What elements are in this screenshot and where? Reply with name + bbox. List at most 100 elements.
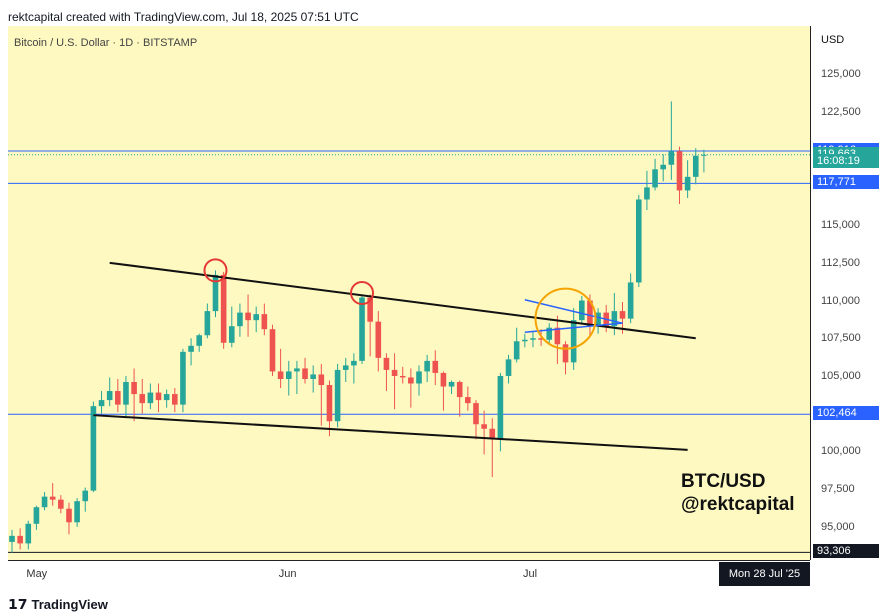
candle-body: [440, 372, 447, 387]
candle-body: [106, 391, 113, 401]
price-axis[interactable]: USD 125,000 122,500 115,000 112,500 110,000 1…: [810, 26, 882, 560]
candle-body: [98, 400, 105, 407]
trendline: [93, 414, 688, 451]
chart-header: rektcapital created with TradingView.com…: [8, 10, 359, 24]
candle-body: [391, 369, 398, 376]
candle-body: [245, 312, 251, 321]
time-axis-tick: May: [26, 568, 48, 580]
candle-body: [383, 357, 390, 370]
candle-body: [554, 327, 561, 345]
crosshair-date-label: Mon 28 Jul '25: [719, 562, 810, 586]
candle-body: [261, 314, 268, 330]
candle-body: [497, 375, 504, 440]
candle-body: [302, 368, 308, 379]
trendline: [109, 261, 696, 340]
candle-body: [188, 345, 194, 352]
candle-body: [115, 391, 121, 405]
candle-body: [310, 374, 316, 379]
candle-body: [25, 523, 32, 544]
price-axis-tick: 112,500: [821, 256, 860, 269]
tradingview-logo-icon: 𝟭𝟳: [8, 596, 28, 612]
candle-body: [505, 359, 512, 376]
currency-label[interactable]: USD: [821, 34, 845, 46]
time-axis-tick: Jun: [278, 568, 297, 580]
candle-body: [33, 507, 40, 524]
candle-body: [17, 535, 23, 544]
candle-body: [432, 360, 439, 373]
candle-body: [513, 341, 520, 360]
candle-body: [424, 360, 430, 372]
watermark-author: @rektcapital: [681, 494, 795, 515]
candle-body: [285, 371, 292, 379]
candle-body: [359, 297, 365, 361]
candle-body: [416, 371, 422, 384]
price-axis-tick: 95,000: [821, 520, 855, 533]
watermark-pair: BTC/USD: [681, 471, 766, 492]
candle-body: [66, 508, 72, 523]
time-axis[interactable]: Mon 28 Jul '25 May Jun Jul: [8, 560, 810, 587]
candle-body: [489, 428, 496, 440]
candle-body: [74, 501, 80, 523]
candle-body: [139, 394, 146, 404]
price-axis-label: 93,306: [813, 544, 879, 559]
tradingview-logo-text: TradingView: [31, 597, 108, 612]
candle-body: [342, 365, 349, 370]
top-circle-marker: [350, 281, 375, 305]
candle-body: [570, 320, 577, 363]
candle-body: [269, 329, 276, 372]
candle-body: [228, 326, 235, 343]
candle-body: [562, 344, 569, 363]
candle-body: [375, 321, 382, 358]
candle-body: [180, 351, 186, 405]
candle-body: [668, 151, 675, 165]
candle-body: [522, 339, 528, 342]
price-axis-tick: 110,000: [821, 294, 860, 307]
candle-body: [684, 176, 691, 191]
candle-body: [595, 312, 601, 327]
candle-body: [660, 164, 666, 170]
candle-body: [326, 385, 333, 422]
candle-body: [196, 335, 203, 346]
pennant-upper-line: [524, 299, 623, 324]
candle-body: [212, 274, 219, 312]
price-axis-tick: 125,000: [821, 68, 861, 81]
candle-body: [473, 403, 479, 425]
candle-body: [204, 311, 211, 336]
candle-body: [49, 496, 56, 500]
candle-body: [408, 377, 414, 384]
footer: 𝟭𝟳 TradingView: [8, 596, 108, 613]
candle-body: [82, 490, 89, 502]
candle-body: [579, 300, 585, 321]
candle-body: [611, 311, 618, 327]
price-axis-tick: 107,500: [821, 332, 861, 345]
breakout-circle-marker: [534, 287, 597, 350]
candle-body: [123, 382, 129, 405]
candle-body: [253, 314, 259, 321]
price-axis-tick: 97,500: [821, 483, 855, 496]
candle-body: [701, 154, 707, 156]
candle-body: [367, 297, 373, 322]
price-axis-label: 117,771: [813, 175, 879, 190]
candle-body: [676, 151, 683, 191]
candle-body: [131, 382, 137, 395]
candle-body: [147, 392, 154, 404]
price-axis-label: 102,464: [813, 406, 879, 421]
watermark: BTC/USD @rektcapital: [681, 470, 795, 516]
candle-body: [9, 535, 15, 542]
candle-body: [351, 360, 357, 366]
price-axis-tick: 100,000: [821, 445, 861, 458]
candle-body: [652, 169, 658, 188]
candle-body: [587, 300, 593, 327]
candle-body: [619, 311, 626, 319]
candle-body: [692, 155, 699, 177]
symbol-label: Bitcoin / U.S. Dollar · 1D · BITSTAMP: [14, 37, 198, 49]
candle-body: [294, 368, 300, 372]
candle-body: [41, 496, 48, 508]
chart-plot-area[interactable]: Bitcoin / U.S. Dollar · 1D · BITSTAMP BT…: [8, 26, 810, 560]
price-axis-tick: 115,000: [821, 219, 860, 232]
candle-body: [163, 394, 170, 401]
candle-body: [334, 369, 341, 422]
candle-body: [399, 375, 406, 378]
candle-body: [448, 382, 455, 387]
candle-body: [465, 397, 471, 404]
